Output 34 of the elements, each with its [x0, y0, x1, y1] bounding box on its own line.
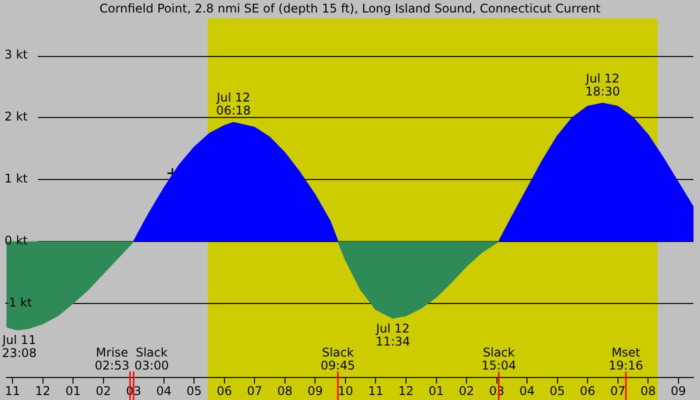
x-tick-label: 06	[216, 384, 232, 398]
x-tick-label: 02	[458, 384, 474, 398]
x-tick-label: 12	[35, 384, 50, 398]
x-tick-label: 09	[670, 384, 686, 398]
x-tick-label: 08	[640, 384, 656, 398]
ref-line-label: Slack 09:45	[320, 346, 356, 373]
x-tick-label: 07	[610, 384, 626, 398]
annotation: Jul 12 06:18	[216, 90, 251, 118]
x-tick-label: 09	[308, 384, 323, 398]
x-tick-label: 10	[338, 384, 354, 398]
x-tick-label: 01	[428, 384, 444, 398]
annotation: Jul 11 23:08	[2, 333, 37, 360]
x-tick-label: 04	[519, 384, 535, 398]
chart-title: Cornfield Point, 2.8 nmi SE of (depth 15 ft), Long Island Sound, Connecticut Current	[100, 1, 601, 16]
x-tick-label: 04	[156, 384, 172, 398]
y-tick-label: 1 kt	[4, 172, 28, 186]
ref-line-label: Slack 03:00	[134, 346, 169, 373]
x-tick-label: 11	[4, 384, 20, 398]
y-tick-label: 2 kt	[4, 110, 28, 124]
x-tick-label: 01	[65, 384, 81, 398]
x-tick-label: 08	[277, 384, 293, 398]
x-tick-label: 07	[247, 384, 262, 398]
x-tick-label: 05	[550, 384, 565, 398]
ref-line-label: Mrise 02:53	[94, 346, 130, 373]
annotation: Jul 12 11:34	[375, 321, 410, 348]
x-tick-label: 02	[96, 384, 111, 398]
ref-line-label: Slack 15:04	[482, 346, 516, 373]
x-tick-label: 12	[398, 384, 414, 398]
x-tick-label: 06	[580, 384, 596, 398]
x-tick-label: 11	[368, 384, 384, 398]
x-tick-label: 05	[186, 384, 202, 398]
y-tick-label: 3 kt	[4, 48, 28, 62]
ref-line-label: Mset 19:16	[608, 346, 644, 373]
annotation: Jul 12 18:30	[584, 71, 620, 98]
